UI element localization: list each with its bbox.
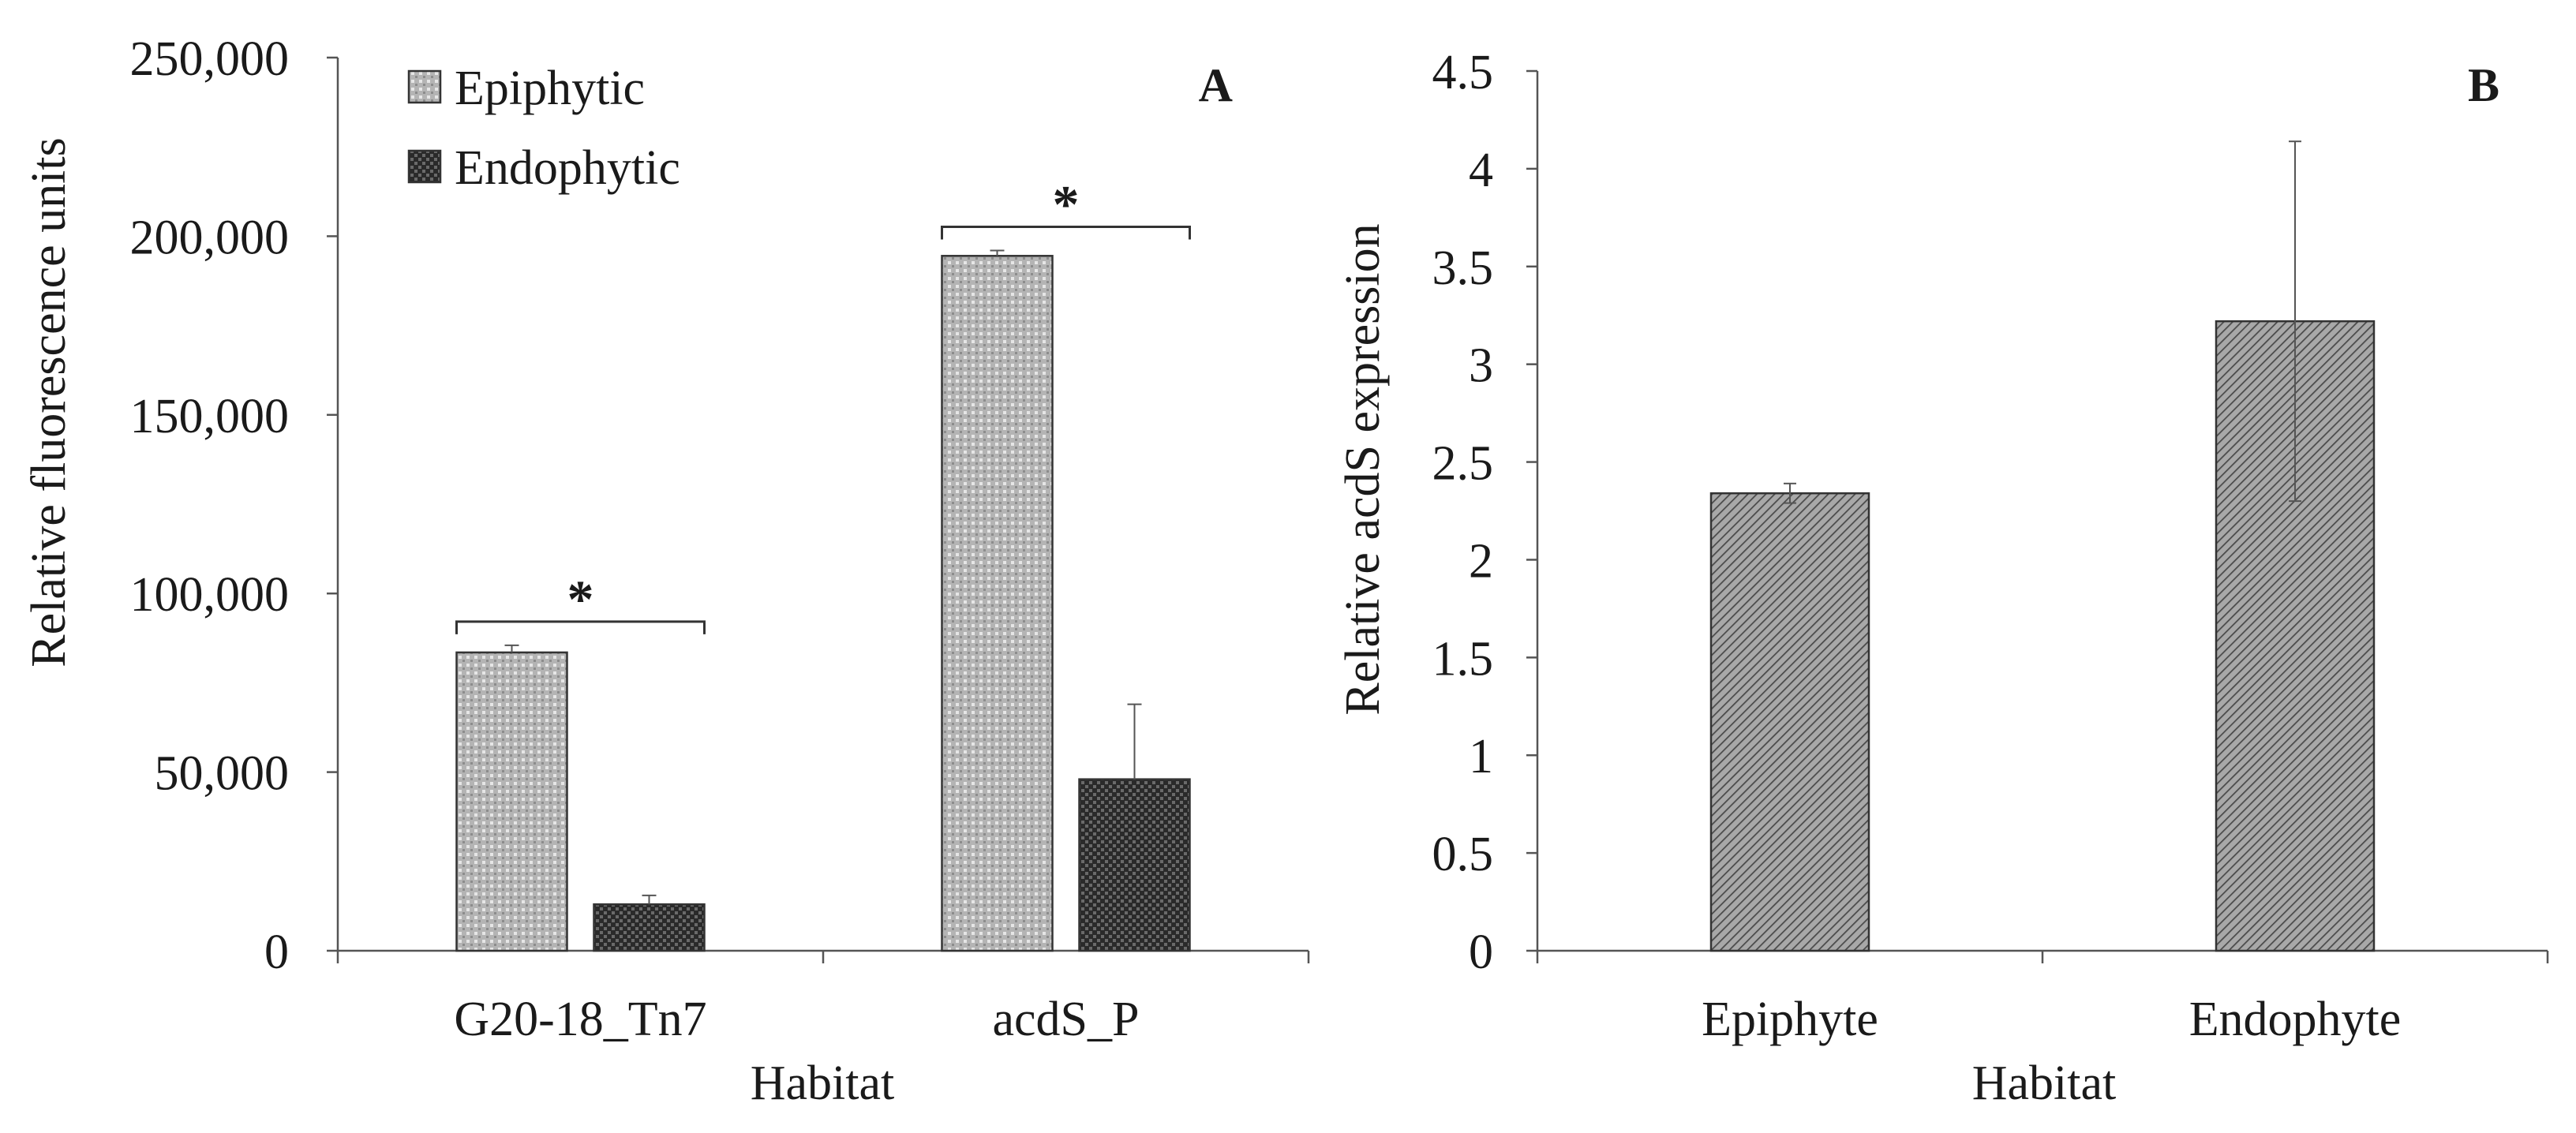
bar-epiphytic-acds_p xyxy=(941,255,1054,952)
significance-star: * xyxy=(567,569,594,629)
legend-label-endophytic: Endophytic xyxy=(455,141,680,195)
legend-swatch-epiphytic xyxy=(407,69,442,104)
panel-b-y-tick-label: 1.5 xyxy=(1432,632,1494,686)
panel-b-letter: B xyxy=(2468,59,2499,111)
panel-a-y-axis-label: Relative fluorescence units xyxy=(22,137,76,667)
panel-b-y-tick-label: 3 xyxy=(1469,339,1493,393)
significance-bracket xyxy=(941,226,1191,240)
panel-b-x-axis-label: Habitat xyxy=(1972,1056,2117,1110)
panel-b-category-label: Endophyte xyxy=(2189,993,2402,1046)
legend-label-epiphytic: Epiphytic xyxy=(455,62,645,115)
bar-endophytic-acds_p xyxy=(1078,778,1191,952)
panel-a-error-bars xyxy=(504,249,1142,905)
panel-a-x-axis-label: Habitat xyxy=(751,1056,895,1110)
panel-a-category-label: G20-18_Tn7 xyxy=(454,993,706,1046)
panel-b-y-tick-label: 3.5 xyxy=(1432,241,1494,295)
bar-endophytic-g20-18_tn7 xyxy=(593,903,706,952)
significance-bracket xyxy=(455,620,706,634)
legend-swatch-endophytic xyxy=(407,149,442,184)
bar-epiphyte xyxy=(1709,492,1870,952)
panel-a-category-label: acdS_P xyxy=(993,993,1140,1046)
panel-b: 0 0.5 1 1.5 2 2.5 3 3.5 4 4.5 Epiphyte Endophyte R… xyxy=(1336,46,2549,1110)
panel-b-y-tick-label: 4 xyxy=(1469,144,1493,197)
panel-b-y-axis-label: Relative acdS expression xyxy=(1336,223,1390,715)
panel-a-y-ticks: 0 50,000 100,000 150,000 200,000 250,000 xyxy=(130,32,338,979)
panel-a-category-labels: G20-18_Tn7 acdS_P xyxy=(454,993,1139,1046)
panel-b-y-tick-label: 0.5 xyxy=(1432,828,1494,881)
bar-epiphytic-g20-18_tn7 xyxy=(455,651,568,952)
panel-b-y-tick-label: 2 xyxy=(1469,534,1493,588)
panel-b-y-tick-label: 4.5 xyxy=(1432,46,1494,99)
panel-a-bars xyxy=(455,255,1191,952)
panel-b-error-bars xyxy=(1784,140,2301,504)
panel-a-y-tick-label: 100,000 xyxy=(130,568,290,622)
panel-b-y-tick-label: 1 xyxy=(1469,730,1493,783)
panel-a-letter: A xyxy=(1199,59,1233,111)
panel-a-y-tick-label: 200,000 xyxy=(130,211,290,264)
panel-a-legend: Epiphytic Endophytic xyxy=(407,62,680,195)
panel-b-category-labels: Epiphyte Endophyte xyxy=(1702,993,2401,1046)
panel-a-y-tick-label: 0 xyxy=(264,925,289,979)
panel-a-y-tick-label: 50,000 xyxy=(155,747,290,801)
panel-a-y-tick-label: 150,000 xyxy=(130,390,290,443)
significance-star: * xyxy=(1053,174,1080,234)
panel-a-y-tick-label: 250,000 xyxy=(130,32,290,86)
panel-b-bars xyxy=(1709,320,2376,952)
panel-a-significance: ** xyxy=(455,174,1191,634)
panel-b-axes xyxy=(1536,71,2549,963)
panel-b-category-label: Epiphyte xyxy=(1702,993,1878,1046)
panel-b-y-tick-label: 2.5 xyxy=(1432,437,1494,491)
panel-b-y-ticks: 0 0.5 1 1.5 2 2.5 3 3.5 4 4.5 xyxy=(1432,46,1537,979)
panel-b-y-tick-label: 0 xyxy=(1469,925,1493,979)
